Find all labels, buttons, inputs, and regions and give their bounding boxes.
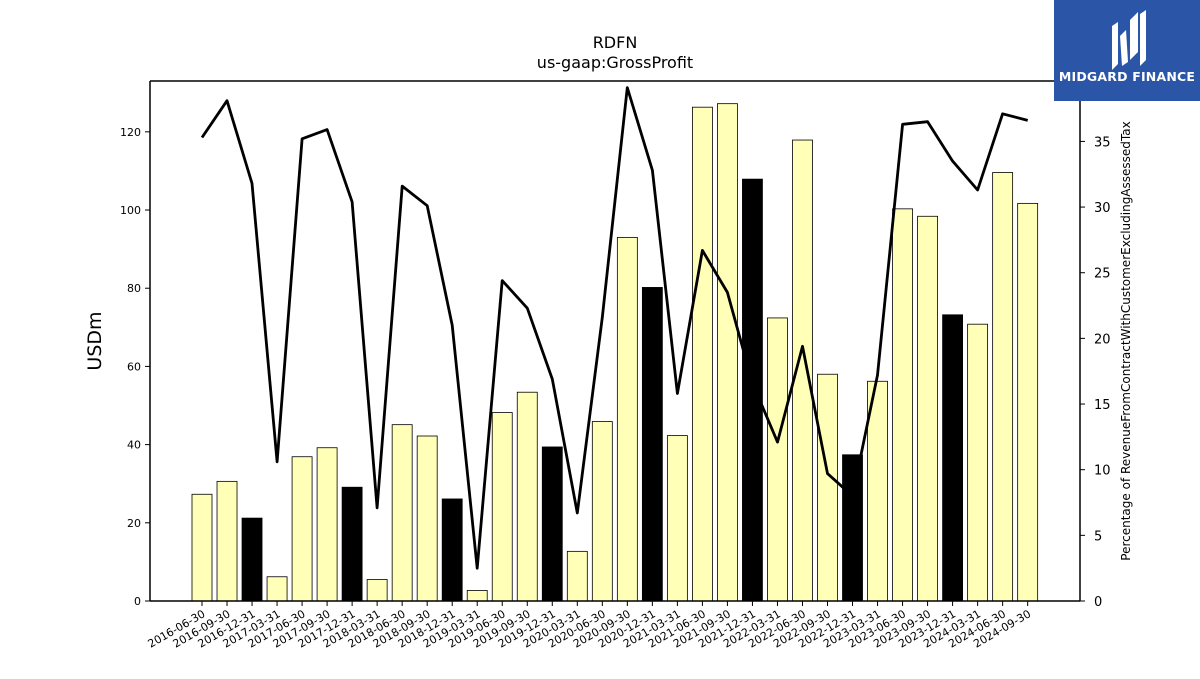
percentage-line xyxy=(200,86,1029,570)
bar xyxy=(992,172,1014,602)
y2-tick-label: 0 xyxy=(1094,595,1102,610)
bar xyxy=(491,412,513,602)
bar xyxy=(641,287,663,602)
bar xyxy=(466,590,488,602)
bar xyxy=(666,435,688,602)
bar xyxy=(366,579,388,602)
bar xyxy=(742,178,763,602)
bar xyxy=(516,391,538,602)
bar xyxy=(717,103,738,602)
y2-tick-label: 10 xyxy=(1094,464,1111,479)
bar xyxy=(1017,202,1039,602)
y2-axis-label: Percentage of RevenueFromContractWithCus… xyxy=(1119,121,1133,560)
y-tick-label: 20 xyxy=(127,517,141,530)
y-tick-label: 0 xyxy=(134,595,141,608)
y-tick-label: 100 xyxy=(120,204,141,217)
bar xyxy=(967,323,989,602)
y-tick-label: 80 xyxy=(127,282,141,295)
bar xyxy=(917,215,938,602)
midgard-m-icon xyxy=(1112,10,1146,70)
y2-tick-label: 25 xyxy=(1094,267,1111,282)
bar xyxy=(817,373,838,602)
y2-tick-label: 30 xyxy=(1094,201,1111,216)
bar xyxy=(591,421,613,602)
bar xyxy=(892,208,913,602)
logo-text: MIDGARD FINANCE xyxy=(1058,69,1196,84)
y-tick-label: 40 xyxy=(127,439,141,452)
bar xyxy=(616,236,638,602)
bar xyxy=(541,446,563,602)
y-axis-label: USDm xyxy=(84,311,106,370)
y-tick-label: 120 xyxy=(120,126,141,139)
bar xyxy=(216,480,238,602)
bar xyxy=(391,424,413,602)
bar xyxy=(241,517,263,602)
y2-tick-label: 20 xyxy=(1094,332,1111,347)
y2-tick-label: 15 xyxy=(1094,398,1111,413)
bar xyxy=(341,486,363,602)
bar xyxy=(942,314,963,602)
y2-tick-label: 5 xyxy=(1094,529,1102,544)
bar xyxy=(767,317,788,602)
bar xyxy=(441,498,463,602)
bar xyxy=(566,550,588,602)
logo: MIDGARD FINANCE xyxy=(1054,0,1200,101)
y2-tick-label: 35 xyxy=(1094,135,1111,150)
bar xyxy=(416,435,438,602)
y-tick-label: 60 xyxy=(127,360,141,373)
chart-title: RDFN xyxy=(593,33,638,52)
bar xyxy=(316,447,338,602)
bar xyxy=(266,576,288,602)
bar xyxy=(191,493,213,602)
bar xyxy=(842,454,863,602)
chart-subtitle: us-gaap:GrossProfit xyxy=(537,53,693,72)
bar xyxy=(692,106,713,602)
bar xyxy=(291,456,313,602)
